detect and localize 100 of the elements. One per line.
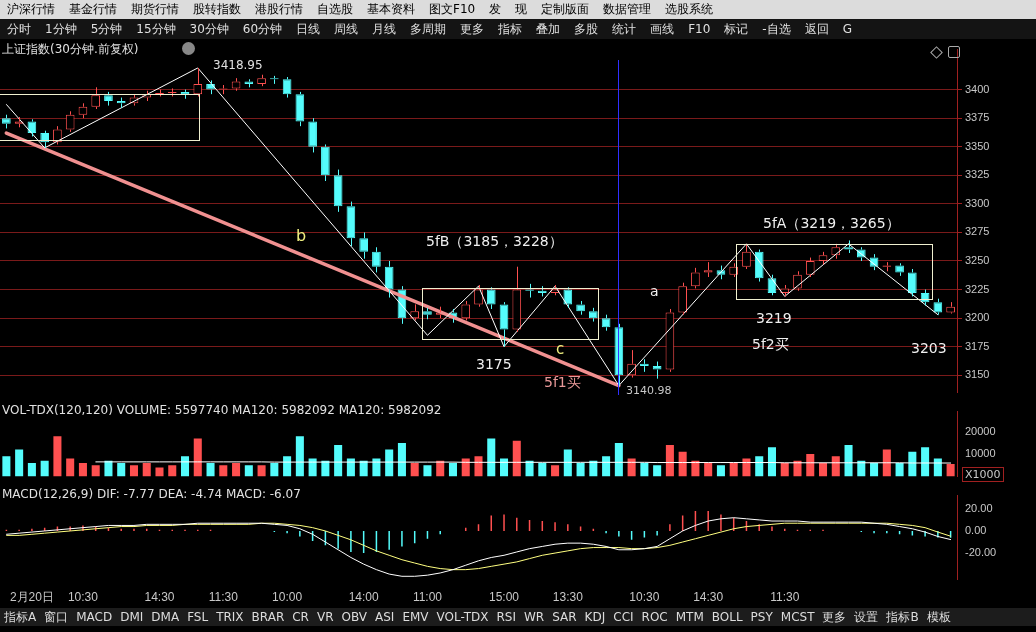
candlestick [65,110,75,133]
text: BOLL [710,610,744,624]
candlestick [678,282,687,316]
bar [91,465,100,477]
bar [921,447,930,477]
text: CCI [612,610,635,624]
candlestick [589,307,598,323]
bar [232,462,241,477]
bar [665,445,674,477]
text: 指标 [497,20,524,38]
text: VOL-TDX [435,610,490,624]
bar [27,462,36,477]
x-tick-label: 10:30 [629,590,660,605]
bar [729,462,738,477]
text: 周线 [333,20,360,38]
candlestick [282,76,292,99]
text: TRIX [215,610,245,624]
text: FSL [186,610,210,624]
text: 多周期 [409,20,448,38]
candlestick [512,266,522,333]
text: 日线 [295,20,322,38]
bar [474,456,483,477]
candlestick [321,143,330,182]
bar [716,465,725,477]
bar [206,462,215,477]
candlestick [346,201,356,247]
y-tick-label: 3400 [965,82,990,95]
candlestick [499,301,509,348]
bar [53,436,62,477]
text: 股转指数 [192,1,242,18]
bar [142,462,151,477]
bar [117,462,126,477]
text: DMA [150,610,181,624]
annotation: 5fA（3219，3265） [763,215,900,233]
text: OBV [340,610,369,624]
candlestick [652,361,662,380]
bar [448,462,457,477]
text: 基金行情 [68,1,118,18]
text: 指标A [3,608,38,626]
x-tick-label: 14:30 [144,590,175,605]
text: 沪深行情 [6,1,56,18]
candlestick [742,243,751,270]
y-tick-label: 10000 [965,447,996,460]
text: MACD [75,610,114,624]
text: 数据管理 [602,1,653,18]
y-axis-title: X1000 [962,467,1004,482]
bar [512,440,521,477]
x-tick-label: 13:30 [552,590,584,605]
text: 60分钟 [241,20,284,38]
candlestick [474,284,483,308]
x-tick-label: 10:30 [67,590,99,605]
text: 选股系统 [664,1,715,18]
bar [946,463,955,477]
candlestick [372,246,381,273]
text: -自选 [761,20,792,38]
text: 更多 [459,20,486,38]
text: 多股 [573,20,600,38]
bar [602,456,611,477]
text: BRAR [250,610,286,624]
bar [755,456,764,477]
bar [780,462,789,477]
y-tick-label: 3300 [965,196,990,209]
x-tick-label: 11:30 [770,590,800,605]
annotation: 3219 [756,310,792,326]
text: 发 [488,1,503,18]
bar [551,465,560,477]
bar [844,445,853,477]
bar [678,451,687,477]
x-tick-label: 14:30 [693,590,724,605]
bar [78,462,87,477]
candlestick [844,239,853,254]
bar [576,462,585,477]
y-tick-label: 3225 [965,282,990,295]
annotation: 5f1买 [544,374,581,392]
y-tick-label: 20000 [965,424,996,437]
annotation: 5fB（3185，3228） [426,233,563,251]
bar [397,442,406,477]
text: 更多 [821,608,848,626]
x-tick-label: 11:30 [208,590,239,605]
bar [819,462,828,477]
text: VR [315,610,335,624]
annotation: 3140.98 [626,384,672,397]
text: EMV [401,610,430,624]
y-tick-label: 3350 [965,139,990,152]
bar [270,462,279,477]
bar [806,454,815,477]
text: 30分钟 [188,20,230,38]
text: MCST [779,610,816,624]
text: 自选股 [316,1,354,18]
bar [870,462,879,477]
text: F10 [687,22,712,36]
x-tick-label: 15:00 [489,590,520,605]
annotation: 5f2买 [752,336,789,354]
text: 指标B [885,608,920,626]
y-tick-label: 3200 [965,311,990,324]
bar [244,465,253,477]
candlestick [754,249,764,283]
text: 1分钟 [44,20,78,38]
chart-title: 上证指数(30分钟.前复权) [2,41,139,58]
bar [295,436,304,477]
